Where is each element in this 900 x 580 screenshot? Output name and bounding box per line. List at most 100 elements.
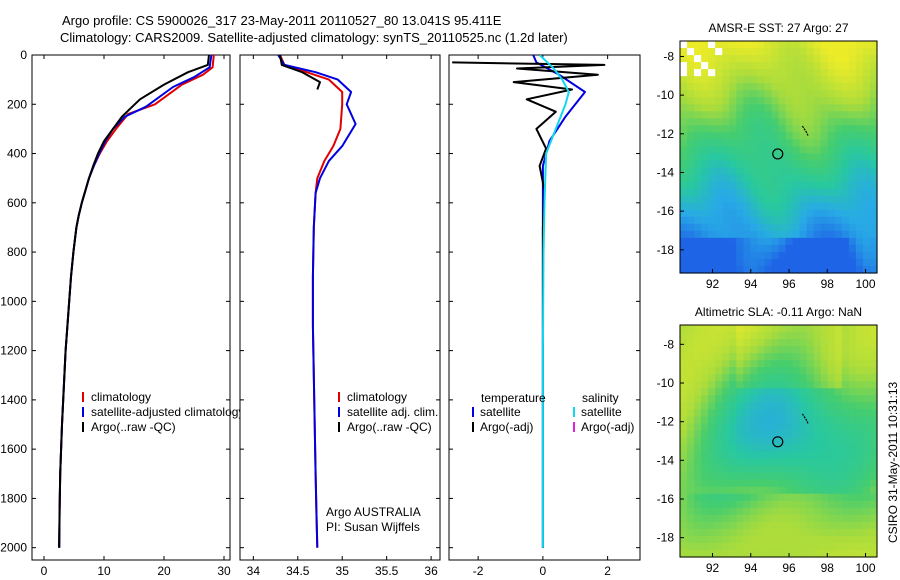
map-sst-cell [792, 160, 801, 169]
map-sst-cell [848, 230, 857, 239]
map-sla-cell [806, 360, 815, 368]
map-sst-cell [806, 223, 815, 232]
map-sst-cell [694, 188, 702, 197]
map-sst-cell [750, 48, 758, 56]
map-sst-cell [722, 251, 730, 260]
map-sst-cell [841, 188, 850, 197]
map-sst-cell [827, 202, 836, 211]
map-sla-cell [799, 444, 808, 453]
map-sla-cell [722, 402, 730, 410]
map-sst-cell [834, 48, 843, 56]
map-sst-cell [792, 265, 801, 274]
map-sla-cell [799, 332, 808, 340]
map-sst-cell [792, 153, 801, 162]
map-sst-cell [722, 125, 730, 133]
map-sst-cell [708, 188, 716, 197]
map-sst-cell [813, 41, 822, 49]
map-sla-cell [771, 542, 780, 551]
map-sst-cell [757, 223, 766, 232]
map-sla-cell [680, 367, 688, 375]
map-sla-cell [764, 444, 773, 453]
map-sst-cell [820, 90, 829, 98]
map-sla-xtick-label: 98 [821, 561, 835, 575]
map-sst-cell [736, 251, 744, 260]
map-sst-cell [694, 230, 702, 239]
map-sla-cell [757, 395, 766, 403]
map-sst-cell [848, 62, 857, 70]
map-sla-cell [736, 542, 744, 551]
map-sst-cell [736, 97, 744, 105]
map-sla-cell [764, 542, 773, 551]
map-sst-cell [722, 76, 730, 84]
map-sst-cell [834, 265, 843, 274]
map-sla-cell [764, 430, 773, 439]
map-sla-cell [764, 409, 773, 417]
map-sst-cell [799, 195, 808, 204]
map-sla-cell [687, 521, 695, 530]
map-sst-cell [869, 69, 878, 77]
map-sla-cell [806, 528, 815, 537]
map-sst-cell [841, 181, 850, 190]
map-sst-cell [799, 132, 808, 141]
map-sst-cell [680, 195, 688, 204]
map-sla-cell [862, 479, 871, 488]
difference-legend-title-temperature: temperature [481, 391, 546, 405]
map-sst-cell [701, 195, 709, 204]
map-sst-cell [764, 265, 773, 274]
map-sla-cell [820, 444, 829, 453]
map-sla-cell [869, 535, 878, 544]
map-sla-cell [862, 353, 871, 361]
map-sst-cell [799, 167, 808, 176]
map-sla-cell [834, 521, 843, 530]
map-sla-cell [743, 507, 751, 516]
map-sla-cell [722, 514, 730, 523]
map-sst-cell [680, 111, 688, 119]
map-sst-cell [827, 223, 836, 232]
map-sla-cell [841, 458, 850, 467]
map-sla-cell [827, 458, 836, 467]
map-sst-cell [778, 76, 787, 84]
map-sst-cell [757, 195, 766, 204]
map-sst-cell [806, 195, 815, 204]
map-sla-cell [750, 507, 758, 516]
map-sla-cell [687, 437, 695, 446]
map-sla-cell [736, 423, 744, 432]
map-sla-cell [764, 486, 773, 495]
map-sla-cell [841, 549, 850, 558]
map-sla-cell [778, 472, 787, 481]
map-sst-cell [694, 146, 702, 155]
map-sla-cell [680, 388, 688, 396]
map-sst-cell [862, 104, 871, 112]
map-sst-cell [869, 160, 878, 169]
map-sst-cell [736, 167, 744, 176]
map-sla-cell [743, 437, 751, 446]
map-sst-cell [757, 230, 766, 239]
map-sst-cell [722, 202, 730, 211]
map-sst-cell [855, 41, 864, 49]
map-sst-cell [715, 97, 723, 105]
map-sst-cell [757, 251, 766, 260]
map-sst-cell [806, 48, 815, 56]
map-sst-cell [729, 244, 737, 253]
map-sla-cell [694, 402, 702, 410]
map-sst-cell [757, 41, 766, 49]
map-sst-cell [813, 146, 822, 155]
map-sst-cell [750, 146, 758, 155]
map-sst-cell [743, 174, 751, 183]
map-sst-cell [771, 160, 780, 169]
map-sst-cell [869, 223, 878, 232]
map-sla-cell [708, 507, 716, 516]
map-sla-cell [736, 416, 744, 425]
map-sst-cell [841, 223, 850, 232]
map-sst-cell [680, 146, 688, 155]
map-sla-field [680, 325, 878, 558]
map-sst-cell [722, 209, 730, 218]
map-sla-cell [806, 514, 815, 523]
map-sla-cell [778, 486, 787, 495]
map-sst-cell [701, 223, 709, 232]
map-sst-cell [708, 174, 716, 183]
map-sla-cell [743, 325, 751, 333]
map-sst-cell [785, 174, 794, 183]
map-sst-cell [680, 118, 688, 126]
map-sst-cell [813, 216, 822, 225]
